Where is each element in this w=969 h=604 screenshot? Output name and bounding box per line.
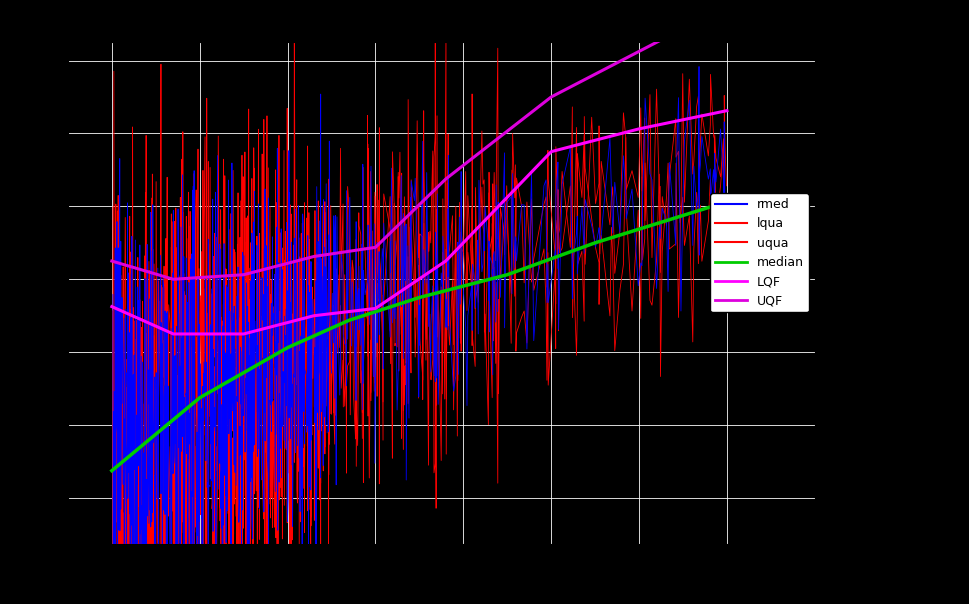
Legend: rmed, lqua, uqua, median, LQF, UQF: rmed, lqua, uqua, median, LQF, UQF — [709, 193, 808, 312]
